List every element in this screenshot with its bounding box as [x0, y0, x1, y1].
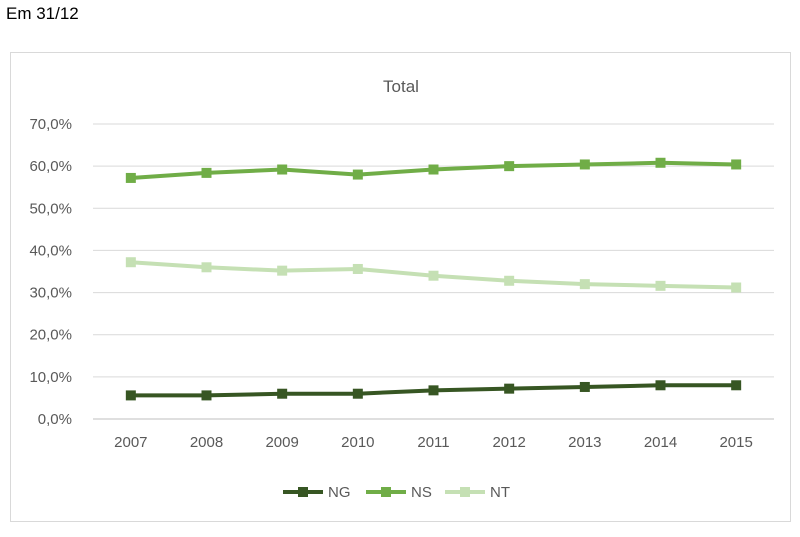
data-point	[352, 388, 363, 399]
x-tick-label: 2014	[644, 434, 677, 451]
data-point	[731, 380, 742, 391]
data-point	[277, 164, 288, 175]
y-tick-label: 70,0%	[29, 116, 72, 133]
data-point	[504, 383, 515, 394]
data-point	[277, 388, 288, 399]
y-axis-ticks: 0,0% 10,0% 20,0% 30,0% 40,0% 50,0% 60,0% 70,0%	[29, 116, 72, 428]
x-tick-label: 2009	[265, 434, 298, 451]
x-axis-ticks: 2007 2008 2009 2010 2011 2012 2013 2014 2015	[114, 434, 753, 451]
data-point	[731, 282, 742, 293]
series-nt	[125, 257, 742, 293]
legend: NG NS NT	[283, 484, 510, 501]
data-point	[125, 257, 136, 268]
legend-marker	[460, 487, 470, 497]
legend-marker	[381, 487, 391, 497]
x-tick-label: 2007	[114, 434, 147, 451]
data-point	[579, 279, 590, 290]
data-point	[655, 380, 666, 391]
y-tick-label: 10,0%	[29, 369, 72, 386]
data-point	[125, 390, 136, 401]
series-group	[125, 157, 742, 401]
data-point	[352, 263, 363, 274]
legend-label: NT	[490, 484, 510, 501]
series-ng	[125, 380, 742, 401]
data-point	[579, 159, 590, 170]
data-point	[428, 385, 439, 396]
data-point	[579, 381, 590, 392]
legend-label: NS	[411, 484, 432, 501]
data-point	[201, 390, 212, 401]
data-point	[277, 265, 288, 276]
y-tick-label: 50,0%	[29, 200, 72, 217]
x-tick-label: 2013	[568, 434, 601, 451]
series-ns	[125, 157, 742, 183]
data-point	[201, 167, 212, 178]
chart-title: Total	[383, 77, 419, 96]
data-point	[352, 169, 363, 180]
x-tick-label: 2011	[417, 434, 449, 451]
legend-label: NG	[328, 484, 351, 501]
y-tick-label: 20,0%	[29, 327, 72, 344]
data-point	[201, 262, 212, 273]
data-point	[428, 270, 439, 281]
x-tick-label: 2010	[341, 434, 374, 451]
legend-marker	[298, 487, 308, 497]
y-tick-label: 0,0%	[38, 411, 72, 428]
data-point	[125, 172, 136, 183]
data-point	[655, 280, 666, 291]
data-point	[655, 157, 666, 168]
x-tick-label: 2008	[190, 434, 223, 451]
y-tick-label: 40,0%	[29, 242, 72, 259]
data-point	[504, 161, 515, 172]
y-tick-label: 30,0%	[29, 285, 72, 302]
data-point	[504, 275, 515, 286]
page-heading: Em 31/12	[6, 4, 79, 23]
data-point	[731, 159, 742, 170]
y-tick-label: 60,0%	[29, 158, 72, 175]
data-point	[428, 164, 439, 175]
x-tick-label: 2015	[719, 434, 752, 451]
x-tick-label: 2012	[492, 434, 525, 451]
